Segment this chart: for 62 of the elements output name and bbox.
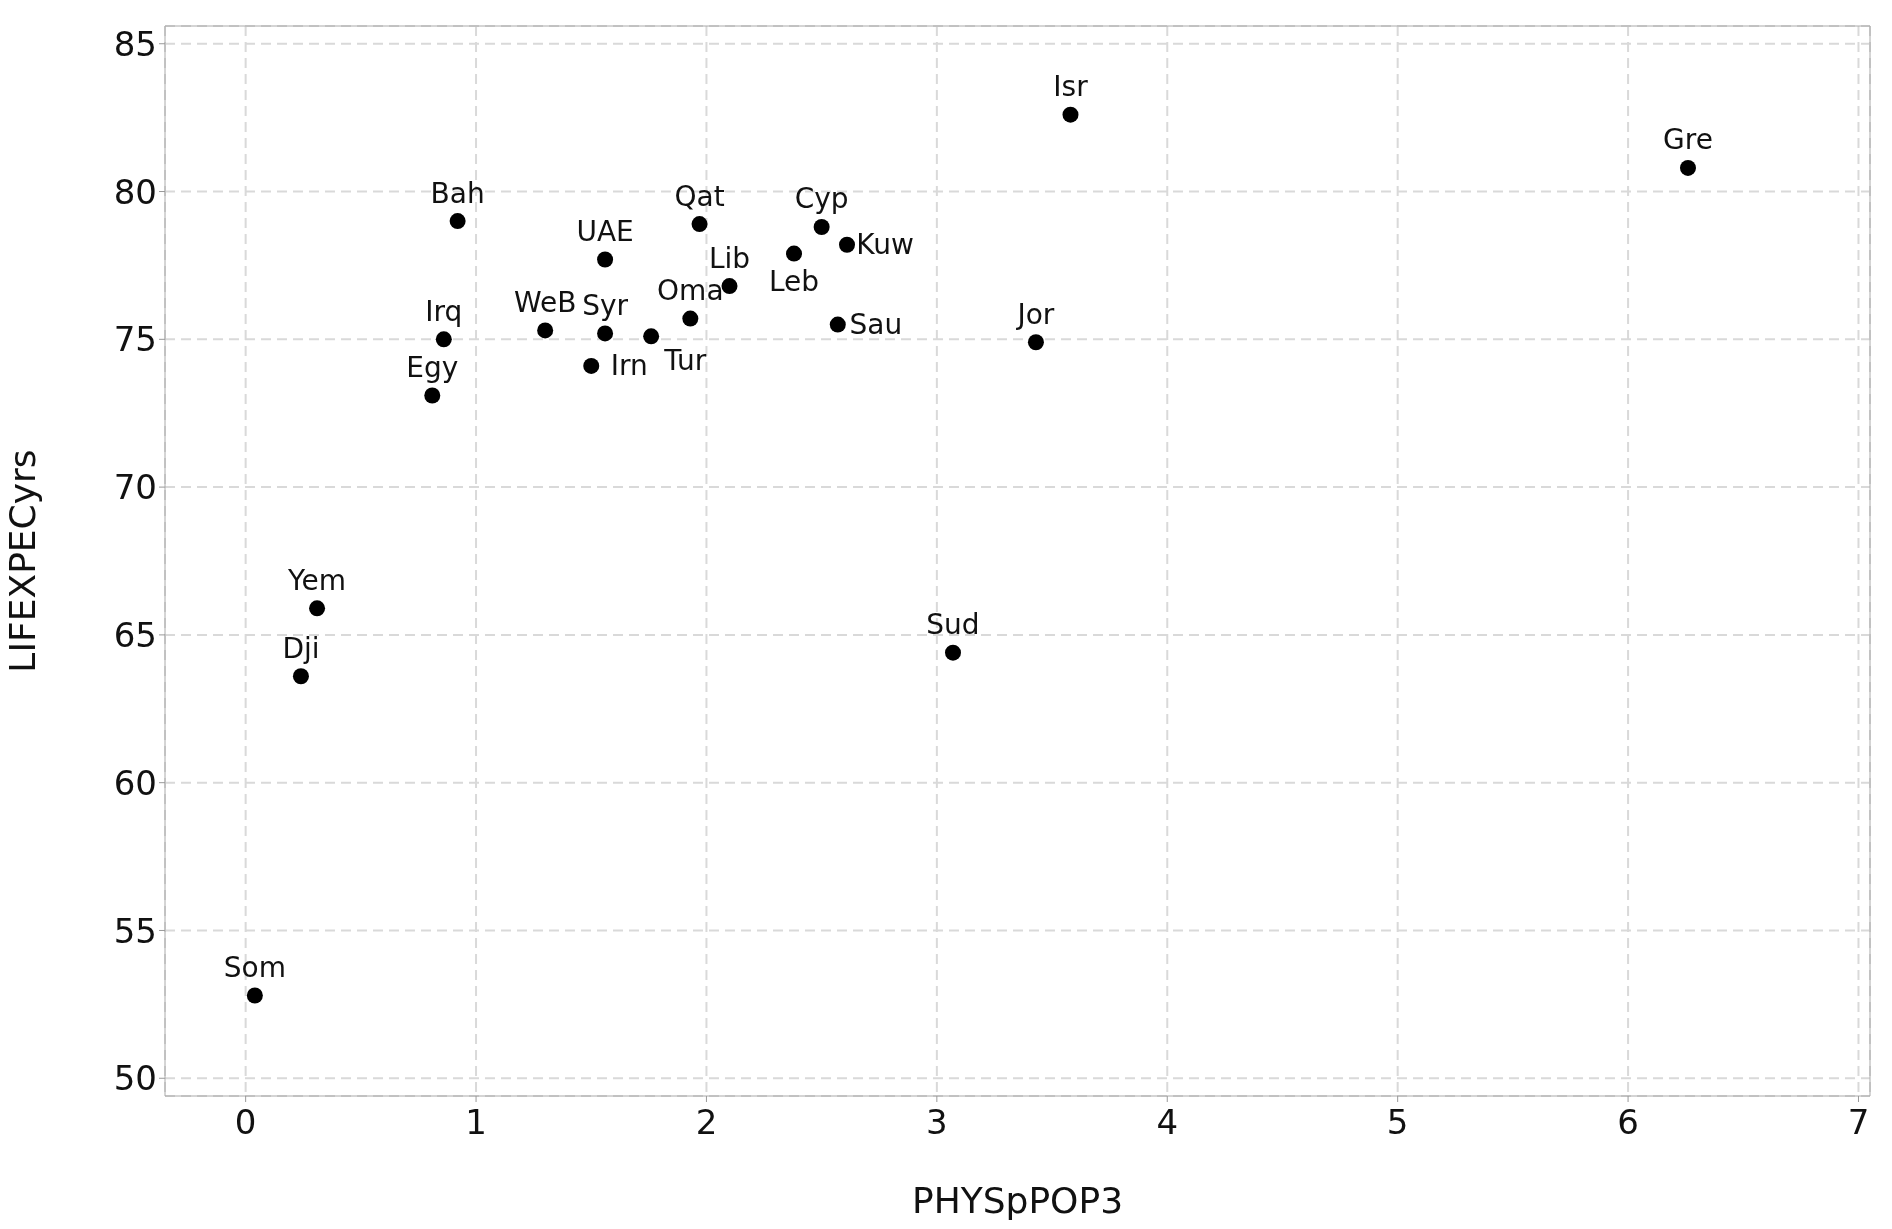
annotation: Sau bbox=[849, 308, 903, 342]
point bbox=[449, 213, 466, 230]
annotation: UAE bbox=[576, 215, 634, 249]
y-tick-label: 70 bbox=[113, 467, 157, 508]
point bbox=[1062, 106, 1079, 123]
point bbox=[309, 600, 326, 617]
annotation: Irn bbox=[610, 349, 648, 383]
annotation: Cyp bbox=[794, 182, 849, 216]
point bbox=[435, 331, 452, 348]
point bbox=[597, 325, 614, 342]
annotation: Bah bbox=[430, 176, 485, 210]
x-tick-label: 1 bbox=[465, 1102, 487, 1143]
annotation: Sud bbox=[926, 608, 980, 642]
point bbox=[597, 251, 614, 268]
point bbox=[691, 216, 708, 233]
point bbox=[839, 236, 855, 253]
y-tick-label: 50 bbox=[113, 1058, 157, 1099]
y-tick-label: 80 bbox=[113, 171, 157, 212]
point bbox=[537, 322, 554, 339]
y-tick-label: 55 bbox=[113, 910, 157, 951]
point bbox=[246, 987, 263, 1004]
x-tick-label: 6 bbox=[1617, 1102, 1639, 1143]
x-tick-label: 2 bbox=[695, 1102, 718, 1143]
point bbox=[829, 316, 846, 333]
annotation: Jor bbox=[1015, 297, 1055, 331]
y-axis-title: LIFEXPECyrs bbox=[1, 449, 43, 673]
point bbox=[1027, 334, 1044, 351]
x-tick-label: 5 bbox=[1386, 1102, 1409, 1143]
annotation: Oma bbox=[657, 274, 724, 308]
point bbox=[292, 668, 309, 685]
point bbox=[643, 328, 660, 345]
point bbox=[813, 218, 830, 235]
x-tick-label: 4 bbox=[1156, 1102, 1179, 1143]
annotation: Irq bbox=[425, 294, 463, 328]
annotation: Isr bbox=[1053, 70, 1089, 104]
annotation: Egy bbox=[406, 350, 459, 384]
annotation: Syr bbox=[582, 288, 629, 322]
annotation: Qat bbox=[674, 179, 725, 213]
annotation: WeB bbox=[513, 285, 577, 319]
point bbox=[583, 357, 600, 374]
point bbox=[786, 245, 803, 262]
annotation: Yem bbox=[287, 563, 347, 597]
annotation: Lib bbox=[708, 241, 751, 275]
x-tick-label: 3 bbox=[926, 1102, 948, 1143]
y-tick-label: 85 bbox=[113, 23, 157, 64]
x-tick-label: 0 bbox=[234, 1102, 257, 1143]
point bbox=[1679, 159, 1696, 176]
point bbox=[721, 278, 738, 295]
annotation: Kuw bbox=[856, 228, 914, 262]
annotation: Som bbox=[223, 951, 286, 984]
annotation: Tur bbox=[663, 343, 707, 377]
annotation: Dji bbox=[282, 631, 320, 665]
point bbox=[944, 644, 961, 661]
annotation: Gre bbox=[1663, 123, 1713, 157]
x-tick-label: 7 bbox=[1847, 1102, 1870, 1143]
y-tick-label: 75 bbox=[113, 319, 157, 360]
point bbox=[424, 387, 441, 404]
point bbox=[682, 310, 699, 327]
y-tick-label: 65 bbox=[113, 614, 157, 655]
annotation: Leb bbox=[768, 265, 820, 299]
x-axis-title: PHYSpPOP3 bbox=[911, 1180, 1124, 1221]
y-tick-label: 60 bbox=[113, 762, 157, 803]
